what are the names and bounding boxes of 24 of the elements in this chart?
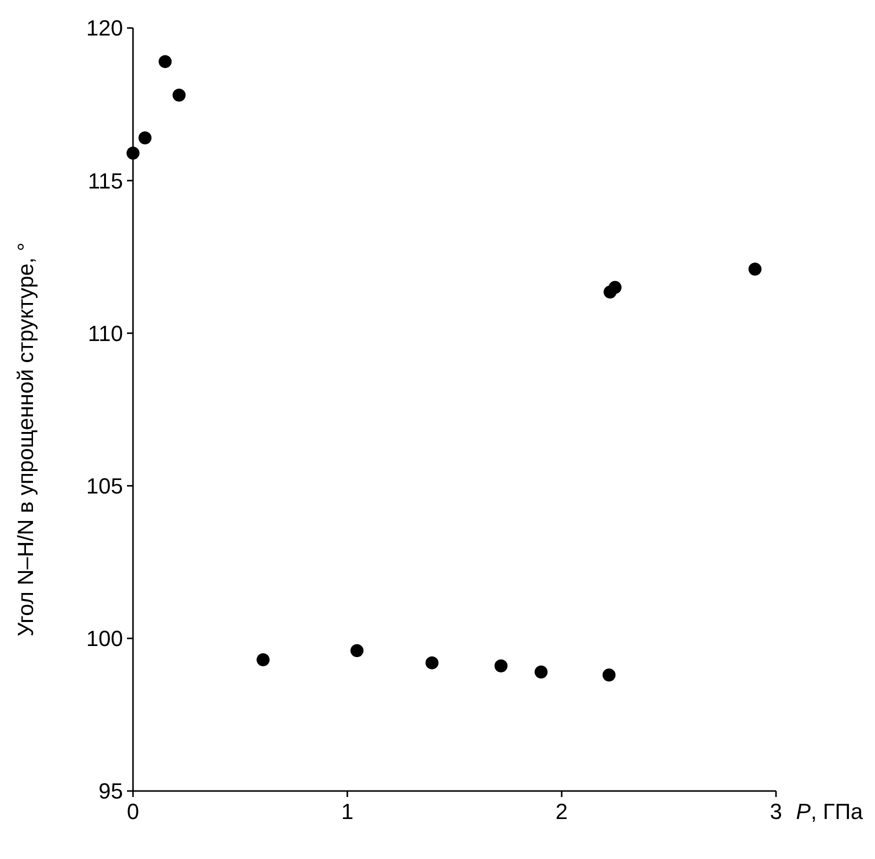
x-tick-label: 3 [770, 799, 782, 824]
x-tick-label: 0 [126, 799, 140, 824]
point [350, 644, 364, 658]
y-tick-label: 100 [86, 626, 123, 652]
point [138, 131, 152, 144]
point [494, 659, 508, 672]
x-tick-label: 2 [556, 799, 568, 824]
y-tick-label: 95 [98, 778, 123, 804]
point [748, 262, 762, 276]
x-axis-title: P, ГПа [796, 799, 864, 824]
point [256, 653, 270, 666]
point [608, 280, 622, 294]
y-tick-label: 115 [88, 168, 123, 194]
y-axis-title: Угол N–H/N в упрощенной структуре, ° [13, 242, 38, 637]
point [602, 668, 616, 682]
y-tick-label: 105 [86, 474, 123, 498]
y-tick-label: 120 [86, 16, 123, 41]
point [126, 146, 140, 160]
point [158, 55, 172, 68]
point [172, 88, 186, 102]
x-tick-label: 1 [341, 799, 354, 824]
point [425, 656, 438, 670]
point [534, 665, 548, 678]
y-tick-label: 110 [88, 320, 123, 346]
